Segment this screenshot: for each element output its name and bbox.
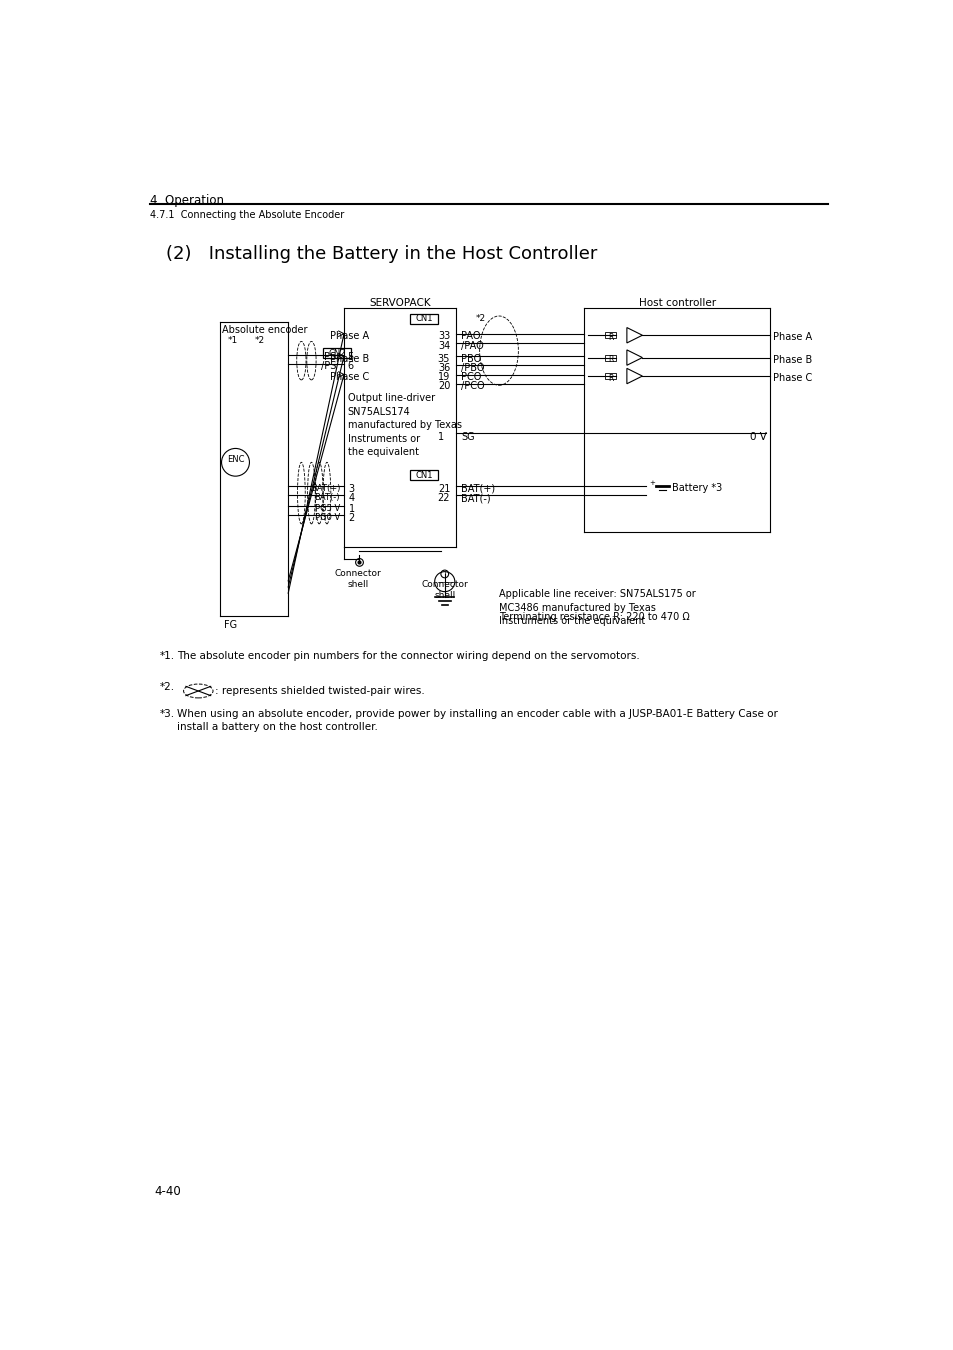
- Text: 19: 19: [437, 373, 450, 382]
- FancyBboxPatch shape: [604, 332, 616, 339]
- Text: 4: 4: [348, 493, 355, 504]
- Text: 36: 36: [437, 363, 450, 373]
- Text: 33: 33: [437, 331, 450, 342]
- Text: Terminating resistance R: 220 to 470 Ω: Terminating resistance R: 220 to 470 Ω: [498, 613, 689, 622]
- Text: 20: 20: [437, 382, 450, 391]
- Text: BAT(-): BAT(-): [460, 493, 490, 504]
- Text: 6: 6: [347, 362, 353, 371]
- Text: R: R: [607, 374, 613, 383]
- Text: 34: 34: [437, 340, 450, 351]
- Text: PAO: PAO: [460, 331, 480, 342]
- Text: 5: 5: [347, 352, 353, 362]
- Text: Output line-driver
SN75ALS174
manufactured by Texas
Instruments or
the equivalen: Output line-driver SN75ALS174 manufactur…: [348, 393, 461, 458]
- Text: 4  Operation: 4 Operation: [150, 194, 224, 208]
- Text: *1: *1: [228, 336, 237, 346]
- Text: 4-40: 4-40: [154, 1184, 181, 1197]
- Text: Battery *3: Battery *3: [671, 483, 721, 493]
- Text: 35: 35: [437, 354, 450, 363]
- Text: Phase A: Phase A: [773, 332, 812, 342]
- FancyBboxPatch shape: [604, 355, 616, 360]
- Text: Phase C: Phase C: [330, 373, 369, 382]
- Text: 0 V: 0 V: [749, 432, 766, 441]
- Text: 4.7.1  Connecting the Absolute Encoder: 4.7.1 Connecting the Absolute Encoder: [150, 209, 344, 220]
- Text: Host controller: Host controller: [638, 298, 715, 308]
- Text: *2: *2: [476, 315, 485, 324]
- Text: ENC: ENC: [227, 455, 244, 464]
- Text: *2.: *2.: [159, 682, 174, 691]
- Text: 21: 21: [437, 483, 450, 494]
- Text: Phase A: Phase A: [330, 331, 369, 342]
- Text: SERVOPACK: SERVOPACK: [369, 298, 430, 308]
- Text: Absolute encoder: Absolute encoder: [222, 325, 308, 335]
- Text: Phase B: Phase B: [773, 355, 812, 364]
- FancyBboxPatch shape: [323, 348, 351, 358]
- Text: FG: FG: [224, 620, 236, 630]
- Text: CN1: CN1: [415, 471, 432, 479]
- Text: Connector
shell: Connector shell: [421, 580, 468, 601]
- Text: BAT(+): BAT(+): [311, 483, 340, 493]
- Text: The absolute encoder pin numbers for the connector wiring depend on the servomot: The absolute encoder pin numbers for the…: [177, 651, 639, 661]
- Text: *2: *2: [254, 336, 265, 346]
- Text: /PS: /PS: [320, 362, 335, 371]
- Text: 3: 3: [348, 483, 355, 494]
- Text: Applicable line receiver: SN75ALS175 or
MC3486 manufactured by Texas
Instruments: Applicable line receiver: SN75ALS175 or …: [498, 590, 695, 626]
- Text: /PBO: /PBO: [460, 363, 484, 373]
- Text: PG0 V: PG0 V: [314, 513, 340, 522]
- Text: PBO: PBO: [460, 354, 480, 363]
- Text: PCO: PCO: [460, 373, 481, 382]
- Text: CN2: CN2: [328, 350, 345, 358]
- Text: BAT(+): BAT(+): [460, 483, 495, 494]
- Text: R: R: [607, 355, 613, 364]
- Text: R: R: [607, 333, 613, 342]
- Text: 2: 2: [348, 513, 355, 522]
- FancyBboxPatch shape: [410, 470, 437, 481]
- Text: BAT(-): BAT(-): [314, 493, 340, 502]
- FancyBboxPatch shape: [410, 313, 437, 324]
- Text: Phase C: Phase C: [773, 373, 812, 383]
- Text: 1: 1: [437, 432, 443, 441]
- Text: : represents shielded twisted-pair wires.: : represents shielded twisted-pair wires…: [215, 686, 425, 695]
- Text: /PAO: /PAO: [460, 340, 483, 351]
- Text: (2)   Installing the Battery in the Host Controller: (2) Installing the Battery in the Host C…: [166, 246, 597, 263]
- Text: *1.: *1.: [159, 651, 174, 661]
- Text: PS: PS: [324, 352, 335, 362]
- Text: When using an absolute encoder, provide power by installing an encoder cable wit: When using an absolute encoder, provide …: [177, 709, 778, 732]
- Text: /PCO: /PCO: [460, 382, 484, 391]
- Text: *3.: *3.: [159, 709, 174, 718]
- Text: Phase B: Phase B: [330, 354, 369, 363]
- Text: SG: SG: [460, 432, 475, 441]
- FancyBboxPatch shape: [604, 373, 616, 379]
- Text: 22: 22: [437, 493, 450, 504]
- Text: +: +: [648, 481, 654, 486]
- Text: Connector
shell: Connector shell: [335, 568, 381, 589]
- Text: 1: 1: [348, 504, 355, 514]
- Text: PG5 V: PG5 V: [314, 504, 340, 513]
- Text: CN1: CN1: [415, 315, 432, 324]
